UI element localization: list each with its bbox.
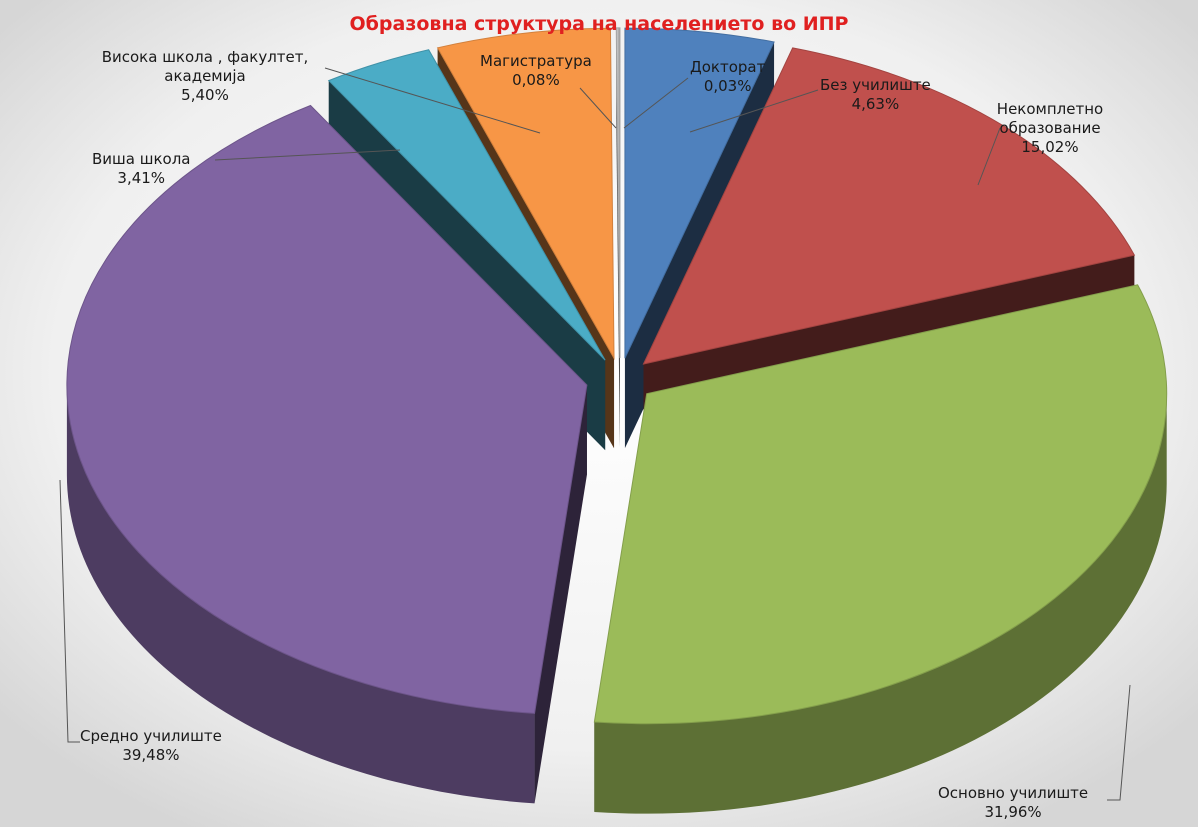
pie-tops — [66, 27, 1168, 725]
chart-title: Образовна структура на населението во ИП… — [349, 13, 849, 35]
leader-line-2 — [1107, 684, 1131, 801]
slice-value: 15,02% — [1021, 138, 1079, 156]
slice-value: 3,41% — [117, 169, 166, 187]
slice-1-top — [642, 47, 1136, 365]
slice-0-top — [624, 27, 775, 359]
slice-name: Висока школа , факултет, академија — [101, 48, 309, 85]
slice-name: Магистратура — [480, 52, 592, 70]
slice-value: 4,63% — [851, 95, 900, 113]
leader-line-7 — [623, 77, 689, 129]
leader-line-0 — [689, 89, 819, 133]
slice-name: Средно училиште — [80, 727, 222, 745]
leader-line-5 — [324, 67, 541, 134]
slice-value: 39,48% — [122, 746, 180, 764]
slice-name: Виша школа — [92, 150, 191, 168]
slice-label-doktorat: Докторат 0,03% — [690, 58, 765, 96]
slice-3-outer-side — [66, 385, 535, 804]
slice-7-top — [618, 27, 621, 358]
slice-value: 0,03% — [703, 77, 752, 95]
leader-lines — [59, 67, 1131, 801]
slice-label-magistratura: Магистратура 0,08% — [480, 52, 592, 90]
leader-line-4 — [214, 149, 401, 161]
slice-2-outer-side — [594, 393, 1167, 814]
slice-3-top — [66, 104, 588, 714]
slice-4-top — [327, 49, 606, 361]
slice-label-visoka: Висока школа , факултет, академија 5,40% — [90, 48, 320, 105]
slice-name: Докторат — [690, 58, 766, 76]
slice-label-nekompletno: Некомплетно образование 15,02% — [990, 100, 1110, 157]
slice-name: Некомплетно образование — [996, 100, 1104, 137]
slice-value: 31,96% — [984, 803, 1042, 821]
slice-name: Без училиште — [820, 76, 931, 94]
slice-label-visha: Виша школа 3,41% — [92, 150, 190, 188]
slice-value: 0,08% — [512, 71, 560, 89]
slice-label-bez-uchilishte: Без училиште 4,63% — [820, 76, 931, 114]
slice-2-top — [593, 284, 1168, 725]
leader-line-6 — [579, 87, 617, 129]
leader-line-3 — [59, 479, 80, 743]
slice-label-osnovno: Основно училиште 31,96% — [938, 784, 1088, 822]
leader-line-1 — [977, 127, 1001, 186]
slice-name: Основно училиште — [938, 784, 1089, 802]
slice-3-cut-side-0 — [534, 385, 587, 804]
slice-label-sredno: Средно училиште 39,48% — [80, 727, 222, 765]
slice-value: 5,40% — [181, 86, 229, 104]
slice-5-top — [436, 27, 615, 361]
